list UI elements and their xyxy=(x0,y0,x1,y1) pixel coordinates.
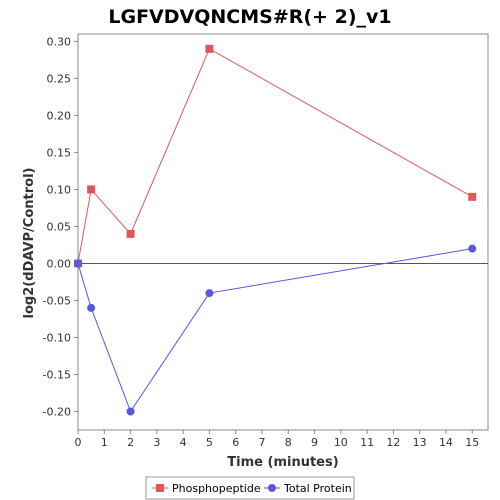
x-tick-label: 1 xyxy=(101,436,108,449)
x-tick-label: 9 xyxy=(311,436,318,449)
x-tick-label: 2 xyxy=(127,436,134,449)
y-tick-label: -0.10 xyxy=(43,331,71,344)
data-point xyxy=(468,192,477,201)
legend-box xyxy=(145,476,355,500)
legend-label: Phosphopeptide xyxy=(172,482,261,495)
y-axis-label: log2(dDAVP/Control) xyxy=(22,168,37,319)
legend: Phosphopeptide Total Protein xyxy=(145,476,355,500)
y-tick-label: -0.05 xyxy=(43,294,71,307)
y-tick-label: -0.15 xyxy=(43,368,71,381)
x-tick-label: 8 xyxy=(285,436,292,449)
data-point xyxy=(126,407,135,416)
y-tick-label: 0.00 xyxy=(47,257,72,270)
y-tick-label: -0.20 xyxy=(43,405,71,418)
x-tick-label: 5 xyxy=(206,436,213,449)
x-tick-label: 4 xyxy=(180,436,187,449)
data-point xyxy=(74,259,82,268)
x-tick-label: 12 xyxy=(386,436,400,449)
x-tick-label: 14 xyxy=(439,436,453,449)
y-tick-label: 0.30 xyxy=(47,35,72,48)
plot-frame xyxy=(77,33,489,431)
x-tick-label: 6 xyxy=(232,436,239,449)
legend-swatch-marker xyxy=(156,484,164,492)
x-tick-label: 7 xyxy=(258,436,265,449)
x-tick-label: 13 xyxy=(413,436,427,449)
y-tick-label: 0.15 xyxy=(47,146,72,159)
y-tick-label: 0.10 xyxy=(47,183,72,196)
data-point xyxy=(87,185,96,194)
y-tick-label: 0.25 xyxy=(47,72,72,85)
legend-swatch-marker xyxy=(268,484,276,492)
x-tick-label: 11 xyxy=(360,436,374,449)
chart-title: LGFVDVQNCMS#R(+ 2)_v1 xyxy=(108,6,391,28)
x-tick-label: 3 xyxy=(153,436,160,449)
x-tick-label: 0 xyxy=(75,436,82,449)
x-axis-label: Time (minutes) xyxy=(227,455,338,470)
y-tick-label: 0.20 xyxy=(47,109,72,122)
x-tick-label: 10 xyxy=(334,436,348,449)
legend-label: Total Protein xyxy=(283,482,352,495)
data-point xyxy=(468,244,477,253)
data-point xyxy=(205,44,214,53)
x-tick-label: 15 xyxy=(465,436,479,449)
data-point xyxy=(205,289,214,298)
data-point xyxy=(87,303,96,312)
data-point xyxy=(126,229,135,238)
plot-area: -0.20 -0.15 -0.10 -0.05 0.00 0.05 0.10 0.15 0.20… xyxy=(43,33,489,449)
y-tick-label: 0.05 xyxy=(47,220,72,233)
